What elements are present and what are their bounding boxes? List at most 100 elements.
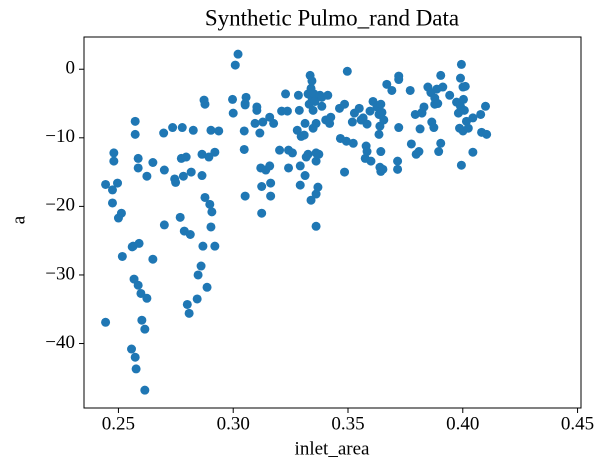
- point: [137, 315, 147, 325]
- point: [193, 270, 203, 280]
- point: [107, 185, 117, 195]
- point: [393, 164, 403, 174]
- point: [171, 177, 181, 187]
- point: [140, 385, 150, 395]
- point: [460, 81, 470, 91]
- point: [188, 125, 198, 135]
- point: [414, 147, 424, 157]
- point: [130, 352, 140, 362]
- point: [240, 100, 250, 110]
- point: [228, 108, 238, 118]
- point: [240, 191, 250, 201]
- point: [175, 212, 185, 222]
- point: [206, 125, 216, 135]
- point: [455, 73, 465, 83]
- y-tick-label: −40: [45, 332, 75, 353]
- point: [376, 147, 386, 157]
- point: [362, 147, 372, 157]
- point: [159, 128, 169, 138]
- point: [168, 123, 178, 133]
- point: [377, 107, 387, 117]
- point: [131, 364, 141, 374]
- point: [133, 153, 143, 163]
- point: [393, 156, 403, 166]
- point: [192, 294, 202, 304]
- point: [204, 152, 214, 162]
- point: [198, 241, 208, 251]
- point: [378, 164, 388, 174]
- x-tick-label: 0.45: [561, 413, 594, 434]
- x-tick-label: 0.30: [217, 413, 250, 434]
- point: [294, 105, 304, 115]
- y-axis-label: a: [8, 215, 29, 224]
- point: [405, 85, 415, 95]
- y-tick-label: −30: [45, 263, 75, 284]
- point: [185, 230, 195, 240]
- point: [433, 99, 443, 109]
- point: [456, 59, 466, 69]
- point: [303, 149, 313, 159]
- point: [436, 70, 446, 80]
- point: [415, 124, 425, 134]
- point: [258, 117, 268, 127]
- point: [200, 99, 210, 109]
- point: [300, 171, 310, 181]
- point: [438, 82, 448, 92]
- point: [463, 123, 473, 133]
- point: [382, 79, 392, 89]
- point: [340, 167, 350, 177]
- plot-frame: [83, 36, 582, 409]
- point: [136, 288, 146, 298]
- point: [366, 156, 376, 166]
- point: [133, 163, 143, 173]
- point: [140, 324, 150, 334]
- point: [362, 119, 372, 129]
- point: [239, 126, 249, 136]
- point: [348, 138, 358, 148]
- point: [459, 105, 469, 115]
- x-tick-label: 0.25: [102, 413, 135, 434]
- point: [109, 148, 119, 158]
- point: [434, 147, 444, 157]
- point: [311, 156, 321, 166]
- point: [257, 208, 267, 218]
- point: [314, 149, 324, 159]
- point: [101, 179, 111, 189]
- point: [365, 106, 375, 116]
- point: [239, 144, 249, 154]
- point: [342, 66, 352, 76]
- point: [299, 130, 309, 140]
- point: [341, 136, 351, 146]
- point: [130, 129, 140, 139]
- point: [266, 178, 276, 188]
- point: [476, 109, 486, 119]
- point: [265, 161, 275, 171]
- point: [109, 156, 119, 166]
- point: [326, 112, 336, 122]
- point: [310, 96, 320, 106]
- point: [295, 180, 305, 190]
- point: [197, 171, 207, 181]
- point: [230, 60, 240, 70]
- point: [311, 118, 321, 128]
- point: [142, 171, 152, 181]
- point: [266, 191, 276, 201]
- point: [233, 49, 243, 59]
- y-tick-label: −10: [45, 126, 75, 147]
- point: [275, 145, 285, 155]
- point: [387, 85, 397, 95]
- x-tick-label: 0.35: [331, 413, 364, 434]
- point: [445, 90, 455, 100]
- point: [376, 99, 386, 109]
- point: [394, 123, 404, 133]
- point: [113, 178, 123, 188]
- x-tick-label: 0.40: [446, 413, 479, 434]
- point: [347, 117, 357, 127]
- point: [142, 293, 152, 303]
- point: [200, 192, 210, 202]
- y-tick-label: −20: [45, 195, 75, 216]
- point: [287, 148, 297, 158]
- point: [307, 76, 317, 86]
